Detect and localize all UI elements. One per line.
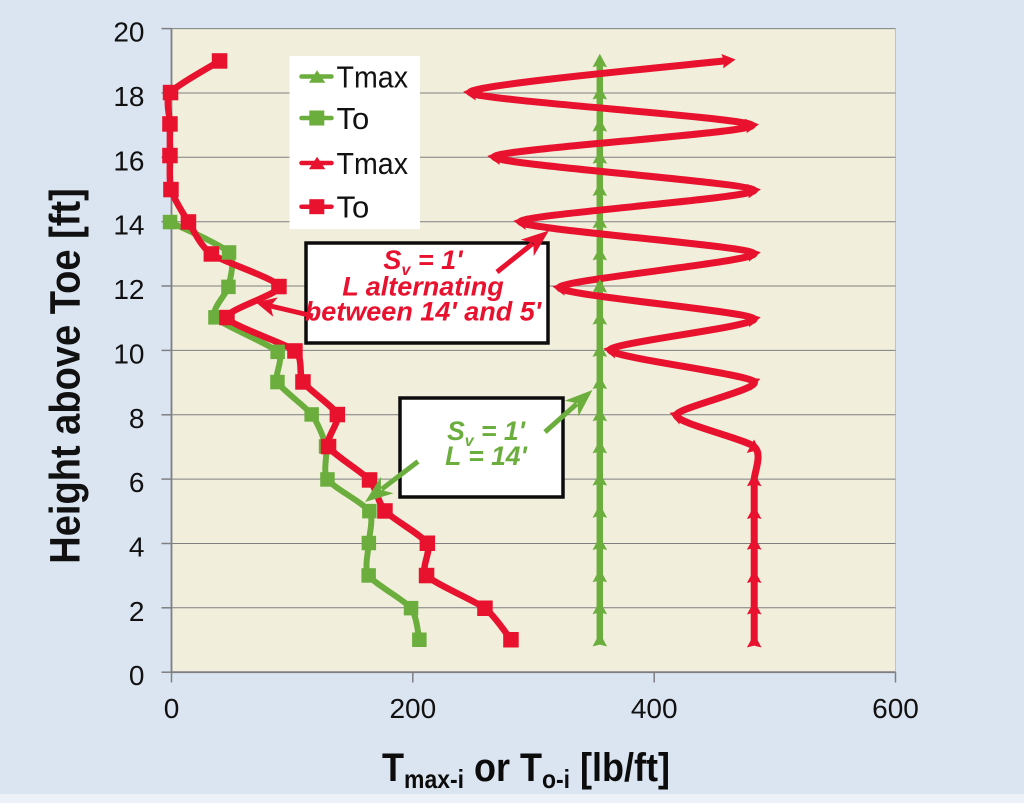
svg-text:Tmax: Tmax [337, 60, 409, 95]
svg-text:Sv = 1': Sv = 1' [447, 416, 527, 450]
svg-text:L alternating: L alternating [342, 272, 504, 302]
svg-text:between 14' and 5': between 14' and 5' [305, 297, 543, 327]
svg-text:Tmax-i or To-i [lb/ft]: Tmax-i or To-i [lb/ft] [382, 746, 670, 794]
svg-text:Tmax: Tmax [337, 146, 409, 181]
svg-text:4: 4 [129, 532, 145, 563]
svg-text:20: 20 [113, 17, 144, 48]
svg-text:600: 600 [872, 693, 919, 724]
svg-text:To: To [337, 190, 370, 225]
svg-text:400: 400 [631, 693, 678, 724]
svg-text:L = 14': L = 14' [445, 441, 528, 471]
svg-text:12: 12 [113, 274, 144, 305]
svg-text:8: 8 [129, 403, 145, 434]
svg-text:18: 18 [113, 81, 144, 112]
svg-text:6: 6 [129, 467, 145, 498]
svg-text:Sv = 1': Sv = 1' [383, 245, 464, 279]
svg-text:Height above Toe [ft]: Height above Toe [ft] [40, 188, 89, 564]
svg-text:To: To [337, 101, 370, 136]
svg-text:10: 10 [113, 338, 144, 369]
svg-text:14: 14 [113, 210, 144, 241]
svg-text:0: 0 [164, 693, 180, 724]
svg-text:200: 200 [389, 693, 436, 724]
svg-text:0: 0 [129, 660, 145, 691]
svg-text:2: 2 [129, 596, 145, 627]
svg-text:16: 16 [113, 145, 144, 176]
